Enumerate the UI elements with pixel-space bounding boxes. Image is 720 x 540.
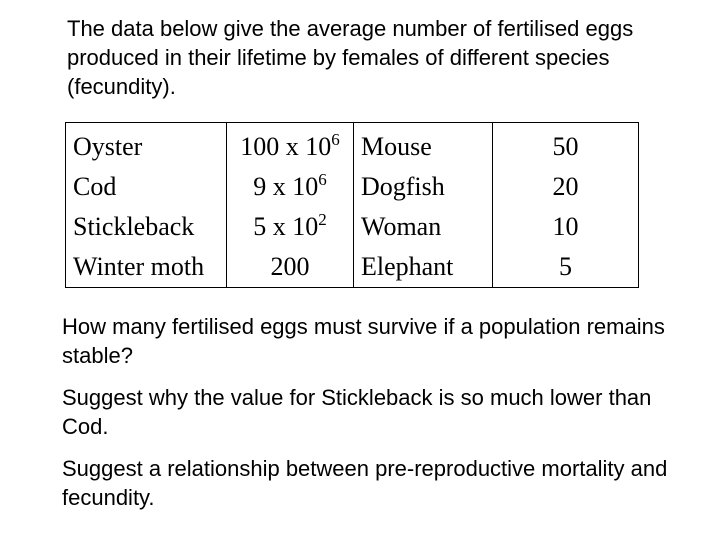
fecundity-exponent: 6 — [318, 170, 327, 189]
species-cell: Stickleback — [65, 207, 227, 247]
fecundity-cell: 5 — [492, 247, 639, 288]
species-cell: Cod — [65, 167, 227, 207]
fecundity-table: Oyster 100 x 106 Mouse 50 Cod 9 x 106 Do… — [65, 122, 639, 288]
fecundity-base: 100 x 10 — [240, 132, 332, 161]
species-cell: Mouse — [353, 122, 493, 167]
fecundity-base: 5 x 10 — [253, 212, 319, 241]
fecundity-exponent: 2 — [318, 210, 327, 229]
species-cell: Winter moth — [65, 247, 227, 288]
question-population-stable: How many fertilised eggs must survive if… — [62, 314, 665, 368]
fecundity-base: 200 — [270, 252, 310, 281]
table-row: Oyster 100 x 106 Mouse 50 — [65, 122, 639, 167]
fecundity-cell: 20 — [492, 167, 639, 207]
species-cell: Elephant — [353, 247, 493, 288]
fecundity-cell: 50 — [492, 122, 639, 167]
species-cell: Dogfish — [353, 167, 493, 207]
fecundity-cell: 5 x 102 — [226, 207, 354, 247]
fecundity-base: 9 x 10 — [253, 172, 319, 201]
table-row: Stickleback 5 x 102 Woman 10 — [65, 207, 639, 247]
fecundity-cell: 10 — [492, 207, 639, 247]
fecundity-cell: 9 x 106 — [226, 167, 354, 207]
fecundity-exponent: 6 — [331, 130, 340, 149]
species-cell: Woman — [353, 207, 493, 247]
fecundity-cell: 100 x 106 — [226, 122, 354, 167]
table-row: Winter moth 200 Elephant 5 — [65, 247, 639, 288]
question-mortality-fecundity: Suggest a relationship between pre-repro… — [62, 456, 668, 510]
table-row: Cod 9 x 106 Dogfish 20 — [65, 167, 639, 207]
intro-text: The data below give the average number o… — [67, 16, 634, 99]
question-stickleback-vs-cod: Suggest why the value for Stickleback is… — [62, 385, 652, 439]
species-cell: Oyster — [65, 122, 227, 167]
fecundity-cell: 200 — [226, 247, 354, 288]
